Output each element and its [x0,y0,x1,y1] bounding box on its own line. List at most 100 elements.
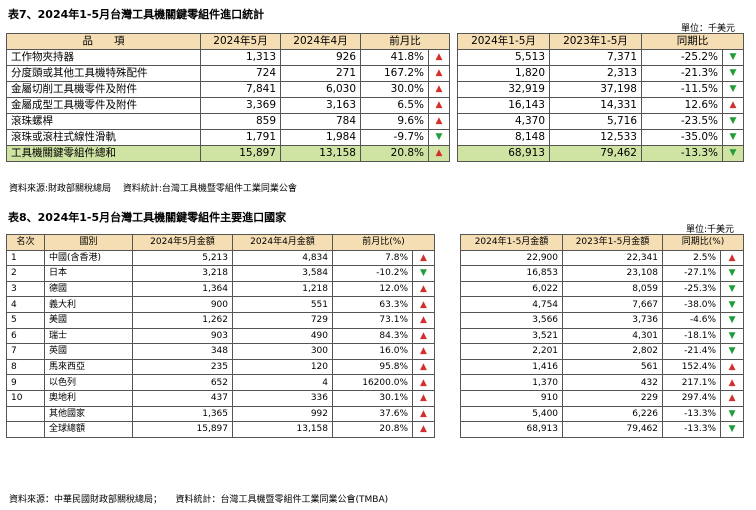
table8-gap [434,343,462,360]
table8-may-cell: 900 [132,296,233,313]
table8-ytd24-cell: 22,900 [460,249,564,267]
table8-mom-arrow-icon: ▲ [411,327,436,345]
table8-mom-arrow-icon: ▲ [411,374,436,391]
table8-row: 4 義大利 900 551 63.3% ▲ 4,754 7,667 -38.0% ▼ [6,296,745,313]
table8-ytd23-cell: 7,667 [562,296,664,313]
table7-row: 分度頭或其他工具機特殊配件 724 271 167.2% ▲ 1,820 2,313 -21.… [6,65,744,82]
table8-ytd24-cell: 6,022 [460,280,564,298]
table7-may-cell: 1,313 [200,49,281,66]
table8-ytd23-cell: 8,059 [562,280,664,298]
table8-country-cell: 德國 [44,280,133,298]
table8-rank-cell: 6 [6,327,45,345]
table7-item-cell: 分度頭或其他工具機特殊配件 [6,65,201,82]
table8-yoy-arrow-icon: ▲ [720,374,745,391]
table7-item-cell: 金屬成型工具機零件及附件 [6,97,201,114]
table8-mom-cell: -10.2% [332,265,413,282]
table7-mom-cell: 41.8% [360,49,429,66]
table8-ytd23-cell: 229 [562,389,664,407]
table7-header-ytd24: 2024年1-5月 [457,33,550,50]
table7-apr-cell: 1,984 [280,129,361,146]
table7-header-ytd23: 2023年1-5月 [549,33,642,50]
table7-row: 滾珠或滾柱式線性滑軌 1,791 1,984 -9.7% ▼ 8,148 12,533 -35… [6,129,744,146]
table8-row: 6 瑞士 903 490 84.3% ▲ 3,521 4,301 -18.1% ▼ [6,327,745,345]
table7-apr-cell: 271 [280,65,361,82]
table7-ytd23-cell: 14,331 [549,97,642,114]
table7-title: 表7、2024年1-5月台灣工具機關鍵零組件進口統計 [8,8,265,21]
table8-may-cell: 437 [132,389,233,407]
table7-header-item: 品 項 [6,33,201,50]
table7-ytd23-cell: 5,716 [549,113,642,130]
table8-mom-cell: 73.1% [332,311,413,329]
table7-yoy-arrow-icon: ▼ [722,129,744,146]
table7-row: 工作物夾持器 1,313 926 41.8% ▲ 5,513 7,371 -25.2% ▼ [6,49,744,66]
table7-may-cell: 7,841 [200,81,281,98]
table7-yoy-cell: -23.5% [641,113,723,130]
table8-gap [434,234,462,251]
table8-apr-cell: 13,158 [232,421,333,438]
table7-item-cell: 滾珠螺桿 [6,113,201,130]
table8-apr-cell: 4 [232,374,333,391]
table8-ytd24-cell: 5,400 [460,405,564,423]
table7-mom-cell: 6.5% [360,97,429,114]
table7-yoy-cell: -25.2% [641,49,723,66]
table7-ytd23-cell: 12,533 [549,129,642,146]
table8-mom-cell: 12.0% [332,280,413,298]
table7-header-apr: 2024年4月 [280,33,361,50]
table8-mom-arrow-icon: ▲ [411,311,436,329]
table8-yoy-arrow-icon: ▼ [720,311,745,329]
table8-title: 表8、2024年1-5月台灣工具機關鍵零組件主要進口國家 [8,211,287,224]
table7-ytd23-cell: 2,313 [549,65,642,82]
table7-yoy-cell: -35.0% [641,129,723,146]
table8-yoy-arrow-icon: ▲ [720,389,745,407]
table8-apr-cell: 120 [232,358,333,376]
table8-yoy-arrow-icon: ▼ [720,265,745,282]
table8-mom-cell: 7.8% [332,249,413,267]
table8-ytd24-cell: 68,913 [460,421,564,438]
table8-may-cell: 652 [132,374,233,391]
table8-row: 3 德國 1,364 1,218 12.0% ▲ 6,022 8,059 -25.3% ▼ [6,280,745,298]
table7-gap [449,33,458,50]
table7-apr-cell: 926 [280,49,361,66]
table8-apr-cell: 300 [232,343,333,360]
table8-country-cell: 義大利 [44,296,133,313]
table7-header-yoy: 同期比 [641,33,744,50]
table8-yoy-cell: -13.3% [662,421,722,438]
table8-header-rank: 名次 [6,234,45,251]
table7-ytd24-cell: 4,370 [457,113,550,130]
table8-country-cell: 瑞士 [44,327,133,345]
table8-rank-cell: 10 [6,389,45,407]
table7-yoy-cell: 12.6% [641,97,723,114]
table7-may-cell: 1,791 [200,129,281,146]
table8-row: 其他國家 1,365 992 37.6% ▲ 5,400 6,226 -13.3% ▼ [6,405,745,423]
table7-ytd24-cell: 68,913 [457,145,550,162]
table8-rank-cell: 9 [6,374,45,391]
table8-row: 2 日本 3,218 3,584 -10.2% ▼ 16,853 23,108 -27.1% ▼ [6,265,745,282]
table8-apr-cell: 3,584 [232,265,333,282]
table8-country-cell: 英國 [44,343,133,360]
table8-apr-cell: 336 [232,389,333,407]
table8-rank-cell [6,405,45,423]
table8-apr-cell: 729 [232,311,333,329]
table8-mom-arrow-icon: ▲ [411,405,436,423]
table7-mom-cell: 167.2% [360,65,429,82]
table8-yoy-arrow-icon: ▲ [720,358,745,376]
table8-yoy-arrow-icon: ▼ [720,280,745,298]
table7-unit: 單位：千美元 [681,24,736,34]
table7-mom-arrow-icon: ▲ [428,97,450,114]
table8-ytd24-cell: 16,853 [460,265,564,282]
table8-yoy-cell: -4.6% [662,311,722,329]
table7-mom-arrow-icon: ▲ [428,113,450,130]
table7-gap [449,145,458,162]
table8-ytd23-cell: 432 [562,374,664,391]
table8-yoy-cell: 297.4% [662,389,722,407]
table7-gap [449,65,458,82]
table7-ytd23-cell: 79,462 [549,145,642,162]
table7-yoy-arrow-icon: ▼ [722,113,744,130]
table8-gap [434,406,462,422]
table8-rank-cell: 8 [6,358,45,376]
table7-item-cell: 工作物夾持器 [6,49,201,66]
table8-may-cell: 348 [132,343,233,360]
table8-gap [434,296,462,313]
table8-ytd24-cell: 4,754 [460,296,564,313]
table8-rank-cell [6,421,45,438]
